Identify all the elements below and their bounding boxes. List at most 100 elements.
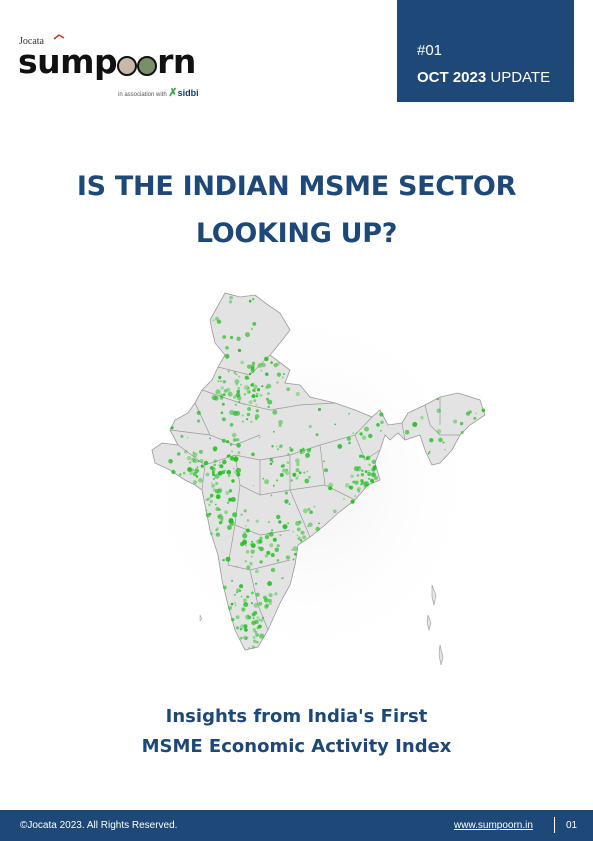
activity-dot bbox=[221, 470, 226, 475]
activity-dot bbox=[257, 546, 261, 549]
activity-dot bbox=[225, 346, 229, 350]
activity-dot bbox=[189, 461, 192, 464]
activity-dot bbox=[223, 389, 228, 393]
india-activity-map bbox=[140, 292, 486, 670]
activity-dot bbox=[345, 483, 350, 488]
activity-dot bbox=[372, 473, 376, 477]
activity-dot bbox=[337, 444, 343, 449]
activity-dot bbox=[255, 409, 259, 413]
activity-dot bbox=[366, 483, 370, 487]
activity-dot bbox=[245, 528, 250, 533]
activity-dot bbox=[235, 626, 240, 630]
activity-dot bbox=[240, 360, 245, 365]
activity-dot bbox=[251, 394, 256, 399]
activity-dot bbox=[235, 615, 240, 620]
activity-dot bbox=[274, 547, 279, 552]
activity-dot bbox=[215, 507, 220, 511]
activity-dot bbox=[286, 387, 291, 392]
activity-dot bbox=[211, 395, 217, 401]
activity-dot bbox=[215, 503, 217, 506]
activity-dot bbox=[265, 372, 269, 376]
activity-dot bbox=[218, 521, 223, 525]
activity-dot bbox=[264, 479, 270, 485]
activity-dot bbox=[220, 411, 224, 415]
activity-dot bbox=[227, 391, 233, 397]
activity-dot bbox=[247, 386, 250, 390]
activity-dot bbox=[234, 604, 237, 607]
activity-dot bbox=[234, 456, 239, 461]
activity-dot bbox=[264, 534, 270, 539]
activity-dot bbox=[251, 612, 256, 617]
activity-dot bbox=[186, 456, 192, 461]
activity-dot bbox=[365, 457, 369, 460]
activity-dot bbox=[368, 469, 370, 472]
activity-dot bbox=[239, 628, 242, 631]
activity-dot bbox=[364, 470, 368, 473]
activity-dot bbox=[361, 469, 364, 472]
activity-dot bbox=[254, 414, 260, 419]
activity-dot bbox=[270, 494, 273, 497]
activity-dot bbox=[243, 403, 245, 405]
activity-dot bbox=[356, 488, 359, 491]
activity-dot bbox=[231, 479, 235, 483]
activity-dot bbox=[473, 417, 477, 420]
activity-dot bbox=[180, 434, 184, 438]
activity-dot bbox=[241, 414, 244, 417]
activity-dot bbox=[248, 372, 252, 375]
activity-dot bbox=[229, 295, 233, 300]
sumpoorn-logo: Jocata sump rn in association with ✗sidbi bbox=[18, 34, 228, 104]
activity-dot bbox=[196, 410, 201, 415]
activity-dot bbox=[250, 549, 255, 554]
activity-dot bbox=[297, 475, 300, 478]
activity-dot bbox=[248, 647, 251, 649]
activity-dot bbox=[368, 433, 373, 439]
activity-dot bbox=[299, 448, 303, 452]
activity-dot bbox=[239, 636, 243, 640]
sidbi-logo-text: sidbi bbox=[177, 88, 199, 98]
activity-dot bbox=[238, 375, 241, 378]
activity-dot bbox=[221, 438, 226, 443]
activity-dot bbox=[268, 593, 273, 598]
activity-dot bbox=[222, 380, 226, 384]
activity-dot bbox=[363, 484, 367, 488]
activity-dot bbox=[307, 507, 311, 511]
jocata-logo-text: Jocata bbox=[19, 36, 44, 47]
activity-dot bbox=[264, 554, 268, 558]
activity-dot bbox=[219, 393, 224, 398]
activity-dot bbox=[280, 465, 283, 468]
activity-dot bbox=[196, 419, 201, 423]
activity-dot bbox=[250, 420, 253, 423]
activity-dot bbox=[370, 479, 375, 483]
activity-dot bbox=[220, 386, 224, 390]
activity-dot bbox=[252, 617, 255, 620]
activity-dot bbox=[258, 601, 263, 606]
brand-wordmark: sump rn bbox=[18, 42, 196, 82]
activity-dot bbox=[253, 399, 257, 403]
activity-dot bbox=[192, 480, 198, 485]
activity-dot bbox=[240, 595, 243, 598]
footer-divider bbox=[554, 817, 555, 833]
activity-dot bbox=[242, 540, 247, 545]
activity-dot bbox=[217, 380, 220, 383]
activity-dot bbox=[258, 436, 261, 439]
activity-dot bbox=[295, 476, 299, 480]
activity-dot bbox=[379, 412, 384, 417]
activity-dot bbox=[234, 602, 236, 604]
activity-dot bbox=[292, 530, 294, 533]
activity-dot bbox=[269, 543, 274, 548]
india-mainland-shape bbox=[151, 292, 486, 651]
activity-dot bbox=[285, 468, 289, 472]
activity-dot bbox=[267, 581, 273, 587]
activity-dot bbox=[171, 469, 176, 475]
activity-dot bbox=[282, 468, 287, 473]
activity-dot bbox=[276, 544, 280, 548]
activity-dot bbox=[258, 624, 262, 629]
activity-dot bbox=[230, 335, 234, 340]
website-link[interactable]: www.sumpoorn.in bbox=[454, 820, 533, 831]
activity-dot bbox=[362, 455, 366, 459]
activity-dot bbox=[276, 514, 281, 520]
activity-dot bbox=[279, 534, 282, 537]
activity-dot bbox=[371, 459, 376, 464]
activity-dot bbox=[231, 432, 237, 438]
activity-dot bbox=[227, 474, 231, 478]
